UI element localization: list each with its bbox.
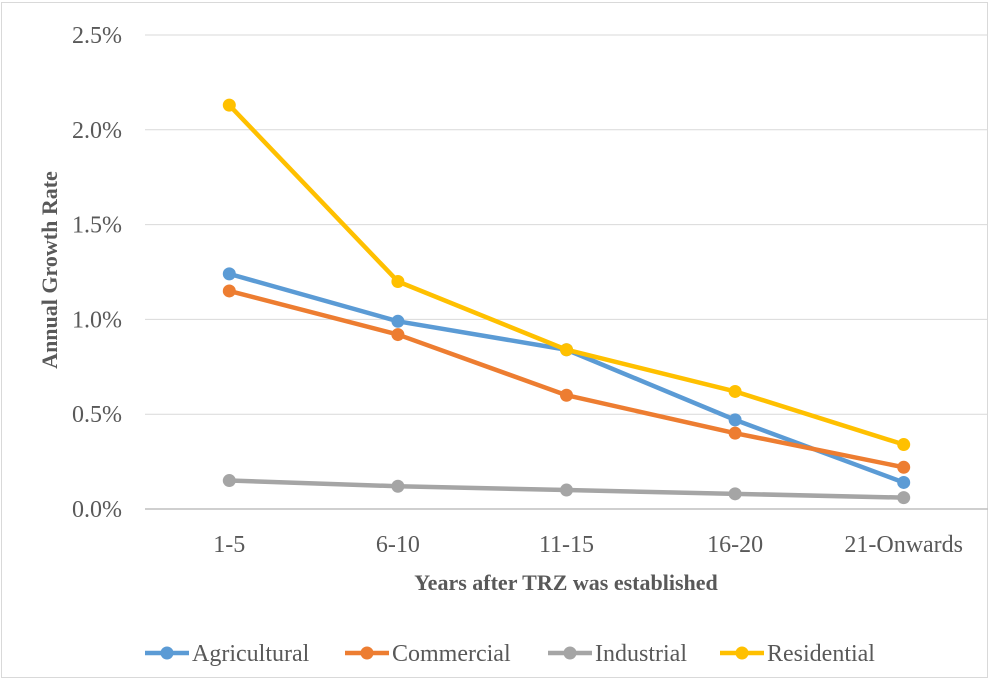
- legend-swatch-marker: [160, 646, 174, 660]
- data-point: [222, 474, 236, 488]
- data-point: [560, 388, 573, 402]
- data-point: [391, 328, 405, 342]
- data-point: [728, 487, 742, 501]
- data-point: [560, 343, 573, 357]
- data-point: [222, 284, 236, 298]
- series-residential: [222, 98, 911, 452]
- data-point: [222, 98, 236, 112]
- legend-label: Agricultural: [192, 641, 310, 667]
- x-axis-title: Years after TRZ was established: [414, 570, 718, 595]
- data-point: [728, 413, 742, 427]
- series-industrial: [222, 474, 911, 505]
- data-point: [222, 267, 236, 281]
- data-point: [391, 274, 405, 288]
- x-tick-label: 1-5: [213, 532, 245, 558]
- y-tick-label: 1.0%: [72, 307, 122, 333]
- series-agricultural: [222, 267, 911, 489]
- legend: Agricultural Commercial Industrial Resident…: [145, 641, 875, 667]
- y-tick-label: 1.5%: [72, 213, 122, 239]
- legend-label: Commercial: [392, 641, 511, 667]
- legend-swatch-marker: [563, 646, 577, 660]
- data-point: [391, 479, 405, 493]
- legend-item: Industrial: [548, 641, 687, 667]
- legend-item: Agricultural: [145, 641, 310, 667]
- data-point: [897, 475, 911, 489]
- legend-item: Residential: [720, 641, 875, 667]
- series-lines: [222, 98, 911, 505]
- y-axis-title: Annual Growth Rate: [37, 171, 62, 369]
- data-point: [897, 460, 911, 474]
- data-point: [728, 384, 742, 398]
- data-point: [728, 426, 742, 440]
- data-point: [897, 438, 911, 452]
- x-tick-label: 21-Onwards: [844, 532, 963, 558]
- legend-swatch-marker: [360, 646, 374, 660]
- legend-swatch-marker: [735, 646, 749, 660]
- legend-label: Residential: [767, 641, 875, 667]
- data-point: [391, 314, 405, 328]
- x-tick-label: 6-10: [376, 532, 420, 558]
- x-tick-label: 11-15: [539, 532, 594, 558]
- x-tick-labels: 1-5 6-10 11-15 16-20 21-Onwards: [213, 532, 963, 558]
- legend-item: Commercial: [345, 641, 511, 667]
- y-tick-label: 0.0%: [72, 497, 122, 523]
- series-commercial: [222, 284, 911, 474]
- data-point: [560, 483, 573, 497]
- y-tick-label: 2.5%: [72, 23, 122, 49]
- legend-label: Industrial: [595, 641, 687, 667]
- data-point: [897, 491, 911, 505]
- y-tick-label: 0.5%: [72, 402, 122, 428]
- series-line: [227, 288, 906, 470]
- x-tick-label: 16-20: [707, 532, 763, 558]
- series-line: [227, 271, 906, 485]
- gridlines: [145, 34, 988, 510]
- chart-frame: [1, 2, 988, 678]
- y-tick-labels: 0.0% 0.5% 1.0% 1.5% 2.0% 2.5%: [72, 23, 122, 523]
- y-tick-label: 2.0%: [72, 118, 122, 144]
